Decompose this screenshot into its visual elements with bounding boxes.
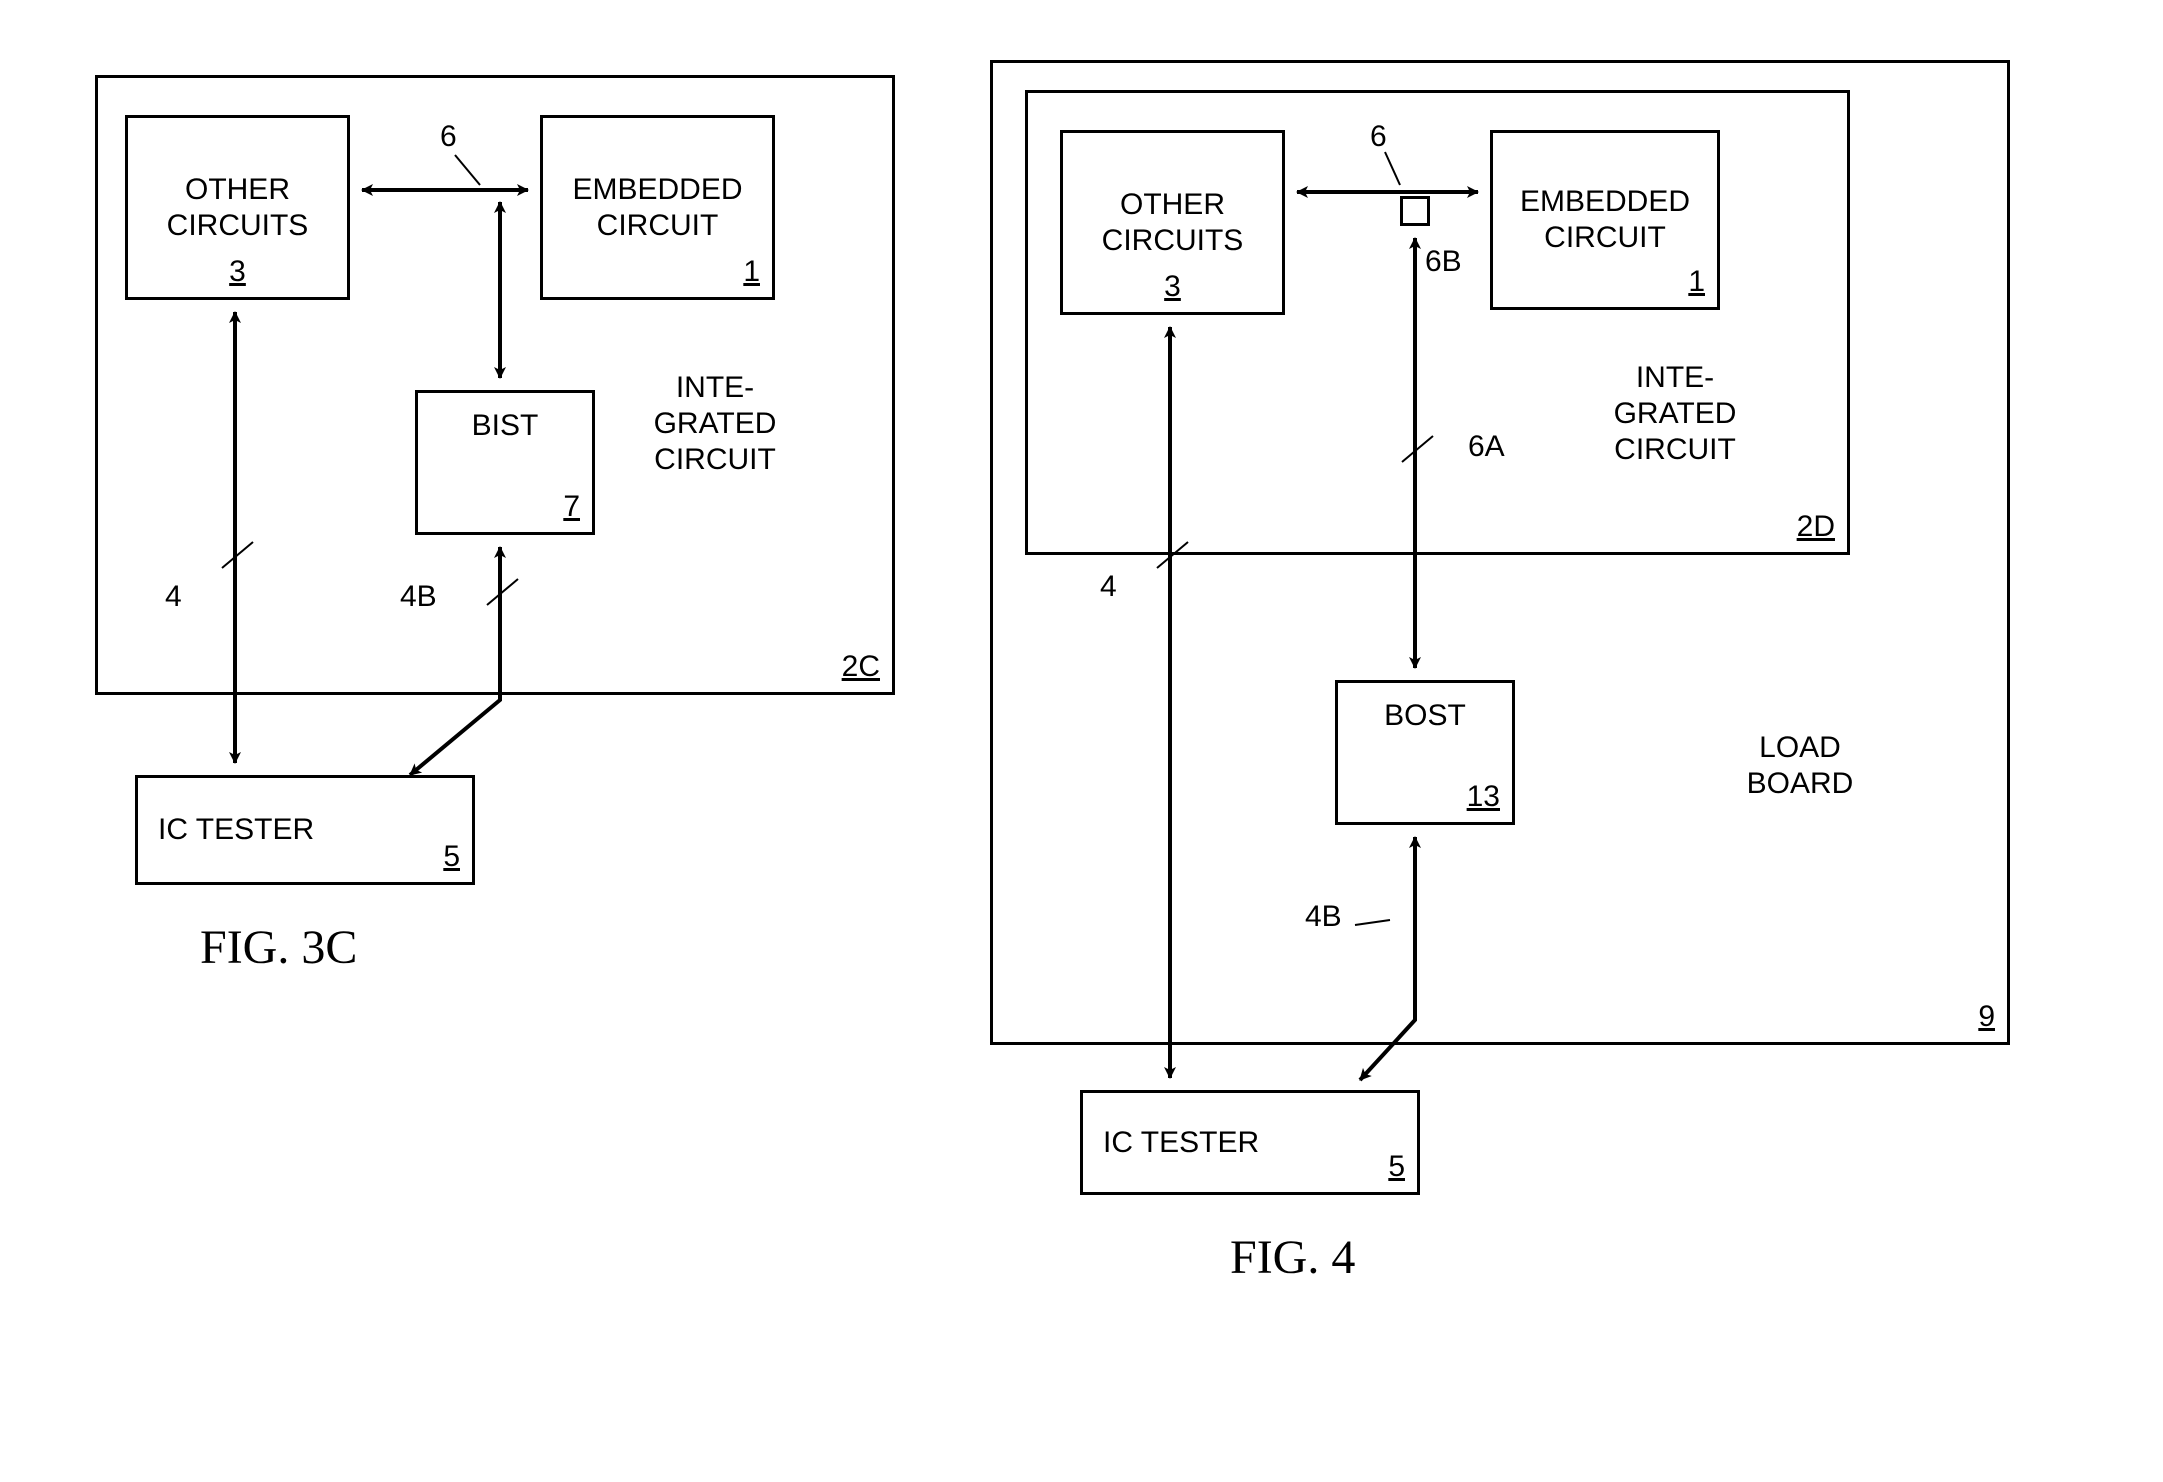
fig3c-ic-tester-text: IC TESTER xyxy=(158,812,314,848)
fig4-ic-num: 2D xyxy=(1797,510,1835,544)
fig4-ic-tester-text: IC TESTER xyxy=(1103,1125,1259,1161)
fig3c-embedded-circuit-text: EMBEDDED CIRCUIT xyxy=(572,172,742,244)
fig4-other-circuits: OTHER CIRCUITS 3 xyxy=(1060,130,1285,315)
fig4-embedded-circuit-num: 1 xyxy=(1688,265,1705,299)
fig3c-bist-num: 7 xyxy=(563,490,580,524)
fig3c-bist: BIST 7 xyxy=(415,390,595,535)
fig4-tap-6b xyxy=(1400,196,1430,226)
fig4-bost: BOST 13 xyxy=(1335,680,1515,825)
fig4-label-6a: 6A xyxy=(1468,430,1505,464)
fig3c-title: FIG. 3C xyxy=(200,920,357,975)
fig4-ic-label: INTE- GRATED CIRCUIT xyxy=(1585,360,1765,468)
fig4-load-board-num: 9 xyxy=(1978,1000,1995,1034)
fig3c-ic-tester: IC TESTER 5 xyxy=(135,775,475,885)
fig4-label-4: 4 xyxy=(1100,570,1117,604)
fig3c-ic-tester-num: 5 xyxy=(443,840,460,874)
fig4-other-circuits-num: 3 xyxy=(1164,270,1181,304)
fig3c-bist-text: BIST xyxy=(472,408,539,444)
fig4-ic-tester-num: 5 xyxy=(1388,1150,1405,1184)
fig4-label-4b: 4B xyxy=(1305,900,1342,934)
fig4-ic-tester: IC TESTER 5 xyxy=(1080,1090,1420,1195)
fig3c-label-4: 4 xyxy=(165,580,182,614)
fig4-label-6b: 6B xyxy=(1425,245,1462,279)
diagram-canvas: 2C INTE- GRATED CIRCUIT OTHER CIRCUITS 3… xyxy=(0,0,2163,1482)
fig3c-other-circuits-num: 3 xyxy=(229,255,246,289)
fig4-bost-num: 13 xyxy=(1467,780,1500,814)
fig4-label-6: 6 xyxy=(1370,120,1387,154)
fig4-other-circuits-text: OTHER CIRCUITS xyxy=(1102,187,1244,259)
fig3c-other-circuits-text: OTHER CIRCUITS xyxy=(167,172,309,244)
fig3c-other-circuits: OTHER CIRCUITS 3 xyxy=(125,115,350,300)
fig3c-label-6: 6 xyxy=(440,120,457,154)
fig3c-ic-label: INTE- GRATED CIRCUIT xyxy=(625,370,805,478)
fig4-bost-text: BOST xyxy=(1384,698,1466,734)
fig3c-label-4b: 4B xyxy=(400,580,437,614)
fig4-embedded-circuit: EMBEDDED CIRCUIT 1 xyxy=(1490,130,1720,310)
fig4-title: FIG. 4 xyxy=(1230,1230,1355,1285)
fig3c-embedded-circuit: EMBEDDED CIRCUIT 1 xyxy=(540,115,775,300)
fig3c-ic-num: 2C xyxy=(842,650,880,684)
fig4-load-board-label: LOAD BOARD xyxy=(1710,730,1890,802)
fig3c-embedded-circuit-num: 1 xyxy=(743,255,760,289)
fig4-embedded-circuit-text: EMBEDDED CIRCUIT xyxy=(1520,184,1690,256)
